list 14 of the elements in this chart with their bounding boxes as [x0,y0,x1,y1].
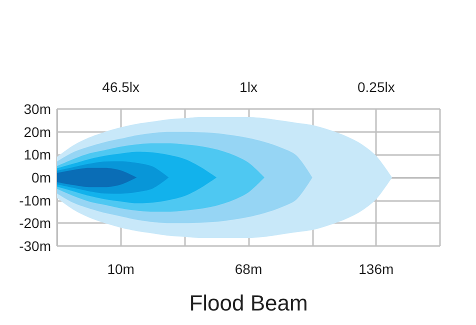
y-tick-label: 20m [24,124,51,140]
x-tick-label: 10m [107,261,134,277]
x-axis-title: Flood Beam [189,290,308,316]
y-tick-label: -10m [19,192,51,208]
x-tick-label: 136m [358,261,394,277]
y-tick-label: 0m [32,170,51,186]
y-tick-label: -20m [19,215,51,232]
text: 1lx [240,79,258,95]
text: 46.5lx [102,79,140,95]
y-tick-label: 30m [24,101,51,117]
y-tick-label: -30m [19,238,51,254]
x-tick-label: 68m [234,261,262,277]
text: 0.25lx [357,79,395,95]
y-tick-label: 10m [24,146,51,163]
